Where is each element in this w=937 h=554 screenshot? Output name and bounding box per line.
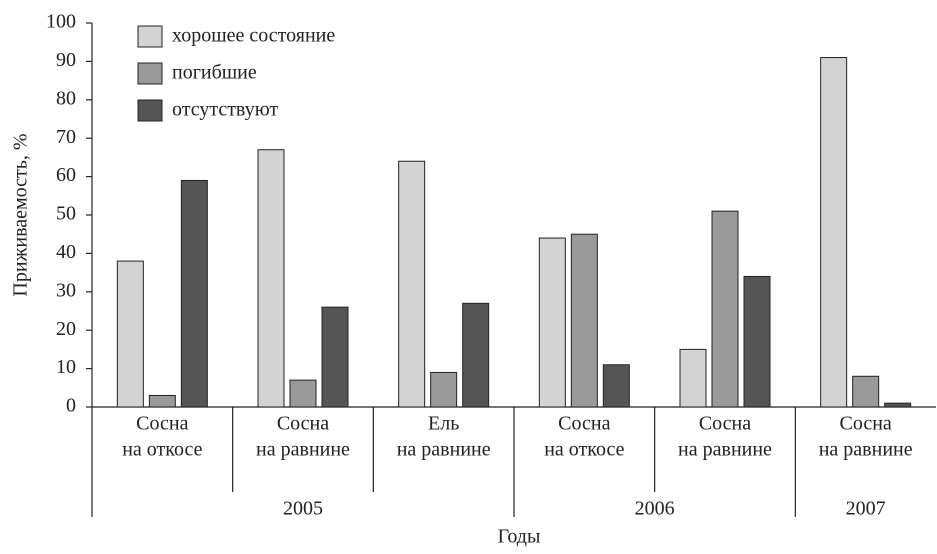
group-label: 2005	[283, 498, 323, 520]
group-label: 2006	[635, 498, 675, 520]
legend-swatch	[137, 62, 163, 85]
x-tick-label: на откосе	[544, 439, 624, 461]
bar	[148, 394, 176, 408]
bar	[820, 57, 848, 408]
y-tick-label: 0	[66, 395, 76, 417]
y-tick-label: 40	[56, 241, 76, 263]
x-tick-label: на равнине	[678, 439, 772, 461]
bar	[884, 402, 912, 408]
bar	[711, 210, 739, 408]
x-tick-label: на откосе	[122, 439, 202, 461]
legend-swatch	[137, 99, 163, 122]
bar	[852, 375, 880, 408]
y-tick-label: 30	[56, 279, 76, 301]
y-tick-label: 70	[56, 126, 76, 148]
x-axis-title: Годы	[498, 526, 541, 548]
bar	[538, 237, 566, 408]
bar	[180, 179, 208, 408]
bar	[743, 275, 771, 408]
bar	[257, 149, 285, 408]
x-tick-label: Ель	[428, 413, 459, 435]
bar	[289, 379, 317, 408]
bar	[398, 160, 426, 408]
bar	[430, 371, 458, 408]
y-tick-label: 90	[56, 49, 76, 71]
y-tick-label: 50	[56, 203, 76, 225]
x-tick-label: Сосна	[136, 413, 188, 435]
y-tick-label: 100	[46, 11, 76, 33]
group-label: 2007	[846, 498, 886, 520]
bar	[570, 233, 598, 408]
y-tick-label: 20	[56, 318, 76, 340]
x-tick-label: Сосна	[699, 413, 751, 435]
y-tick-label: 80	[56, 87, 76, 109]
bar	[462, 302, 490, 408]
x-tick-label: Сосна	[558, 413, 610, 435]
x-tick-label: на равнине	[397, 439, 491, 461]
x-tick-label: на равнине	[819, 439, 913, 461]
y-tick-label: 60	[56, 164, 76, 186]
x-tick-label: Сосна	[277, 413, 329, 435]
legend-swatch	[137, 25, 163, 48]
legend-label: хорошее состояние	[172, 25, 335, 47]
legend-label: погибшие	[172, 62, 257, 84]
x-tick-label: на равнине	[256, 439, 350, 461]
y-axis-title: Приживаемость, %	[10, 133, 32, 296]
bar	[321, 306, 349, 408]
bar	[116, 260, 144, 408]
bar	[602, 364, 630, 408]
legend-label: отсутствуют	[172, 99, 278, 121]
y-tick-label: 10	[56, 356, 76, 378]
bar	[679, 348, 707, 408]
x-tick-label: Сосна	[840, 413, 892, 435]
